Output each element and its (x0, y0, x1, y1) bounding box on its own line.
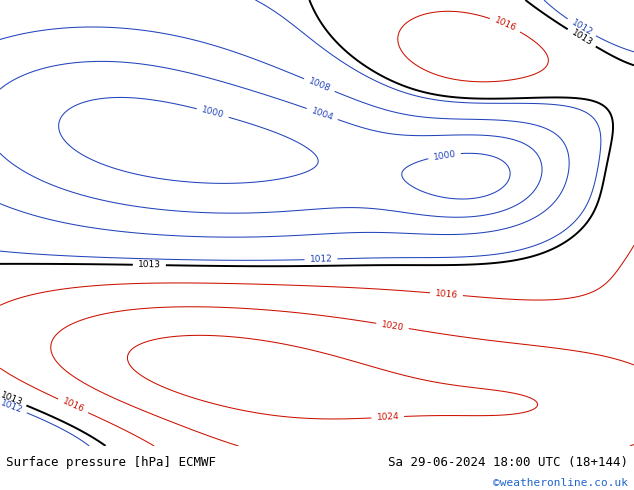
Text: 1016: 1016 (61, 397, 86, 415)
Text: 1000: 1000 (200, 105, 225, 120)
Text: 1013: 1013 (138, 260, 161, 270)
Text: 1024: 1024 (376, 412, 399, 422)
Text: 1012: 1012 (569, 18, 593, 37)
Text: 1012: 1012 (309, 254, 332, 264)
Text: Surface pressure [hPa] ECMWF: Surface pressure [hPa] ECMWF (6, 456, 216, 469)
Text: 1004: 1004 (310, 106, 335, 122)
Text: ©weatheronline.co.uk: ©weatheronline.co.uk (493, 478, 628, 489)
Text: 1008: 1008 (307, 76, 332, 94)
Text: 1013: 1013 (0, 391, 23, 408)
Text: 1012: 1012 (0, 398, 24, 415)
Text: 1000: 1000 (432, 149, 456, 162)
Text: 1016: 1016 (493, 16, 517, 33)
Text: 1016: 1016 (435, 289, 458, 300)
Text: 1020: 1020 (380, 319, 404, 332)
Text: 1013: 1013 (569, 28, 594, 48)
Text: Sa 29-06-2024 18:00 UTC (18+144): Sa 29-06-2024 18:00 UTC (18+144) (387, 456, 628, 469)
